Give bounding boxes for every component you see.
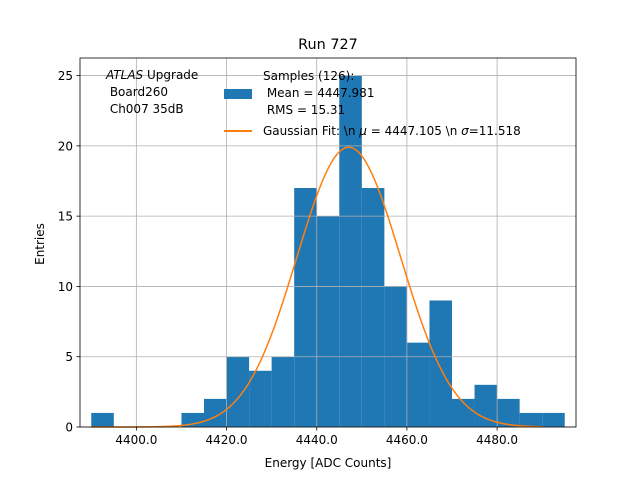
histogram-bar	[226, 356, 250, 427]
histogram-bar	[339, 75, 362, 428]
histogram-bar	[271, 356, 295, 427]
legend: Samples (126): Mean = 4447.981 RMS = 15.…	[224, 69, 521, 138]
annotation-line-1: ATLAS Upgrade	[105, 68, 198, 82]
atlas-annotation: ATLAS Upgrade Board260 Ch007 35dB	[105, 68, 198, 116]
legend-mean: Mean = 4447.981	[263, 86, 374, 100]
histogram-bar	[249, 370, 272, 427]
plot-area: 4400.0 4420.0 4440.0 4460.0 4480.0 0 5 10 15 20 25	[58, 57, 577, 447]
histogram-bar	[361, 188, 385, 427]
legend-fit-sigma-symbol: σ	[461, 124, 469, 138]
x-tick-label: 4400.0	[115, 433, 157, 447]
y-tick-label: 25	[58, 69, 73, 83]
x-tick-label: 4460.0	[386, 433, 428, 447]
legend-fit-sigma-value: =11.518	[469, 124, 521, 138]
legend-fit-label: Gaussian Fit: \n μ = 4447.105 \n σ=11.51…	[263, 124, 521, 138]
x-tick-label: 4440.0	[296, 433, 338, 447]
x-tick-label: 4420.0	[206, 433, 248, 447]
legend-fit-prefix: Gaussian Fit: \n	[263, 124, 359, 138]
gaussian-fit-curve	[91, 146, 543, 428]
annotation-atlas: ATLAS	[105, 68, 144, 82]
y-tick-label: 5	[65, 350, 73, 364]
legend-fit-mu-symbol: μ	[358, 124, 367, 138]
legend-fit-mu-value: = 4447.105 \n	[367, 124, 461, 138]
x-axis-label: Energy [ADC Counts]	[265, 456, 392, 470]
y-tick-label: 20	[58, 139, 73, 153]
histogram-bar	[316, 216, 340, 427]
y-tick-label: 15	[58, 210, 73, 224]
legend-rms: RMS = 15.31	[263, 103, 345, 117]
histogram-bar	[204, 398, 227, 427]
chart-title: Run 727	[298, 37, 358, 53]
histogram-bar	[519, 412, 543, 427]
annotation-line-3: Ch007 35dB	[106, 102, 184, 116]
legend-histogram-label: Samples (126):	[263, 69, 354, 83]
y-axis-label: Entries	[33, 223, 47, 265]
axes-frame	[79, 57, 577, 428]
histogram-bar	[542, 412, 565, 427]
annotation-upgrade: Upgrade	[143, 68, 198, 82]
histogram-bar	[406, 342, 430, 427]
histogram-bar	[91, 412, 114, 427]
histogram-bar	[429, 300, 452, 427]
y-tick-label: 0	[65, 421, 73, 435]
legend-histogram-swatch	[224, 89, 252, 99]
x-tick-label: 4480.0	[476, 433, 518, 447]
annotation-line-2: Board260	[106, 85, 168, 99]
y-tick-label: 10	[58, 280, 73, 294]
histogram-bar	[452, 398, 475, 427]
histogram-bar	[294, 188, 317, 427]
histogram-bar	[497, 398, 520, 427]
